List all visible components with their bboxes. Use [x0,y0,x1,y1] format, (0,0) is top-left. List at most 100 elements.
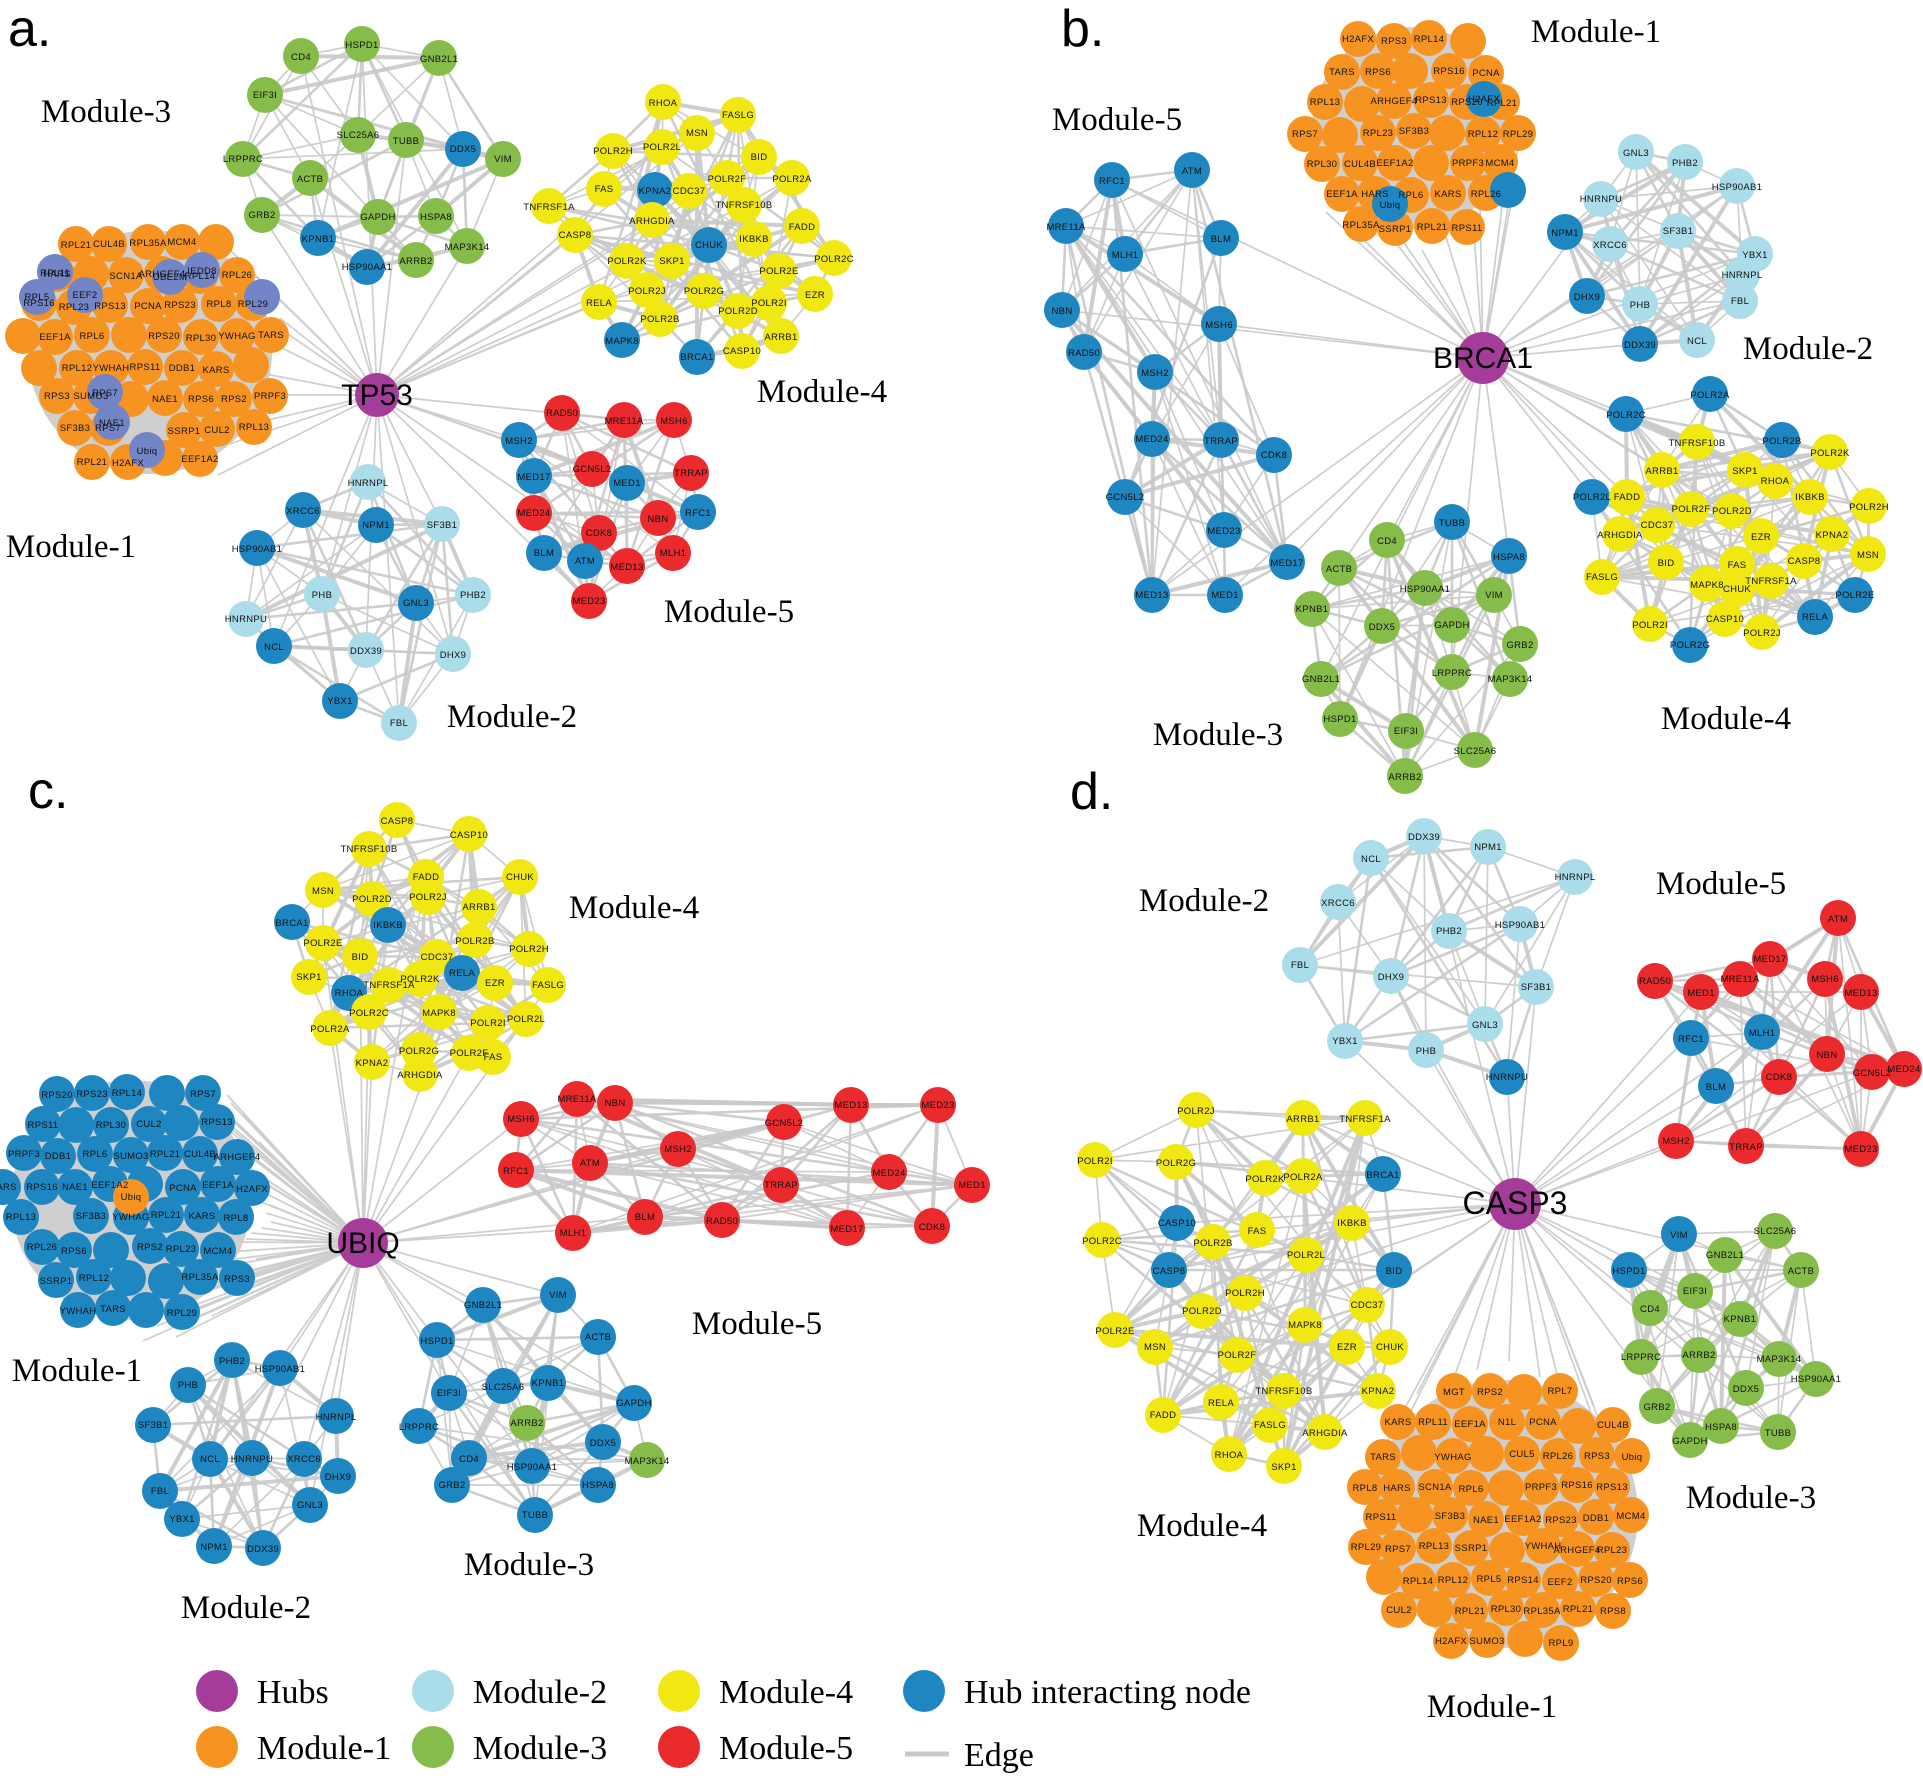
svg-text:FAS: FAS [595,184,614,195]
svg-text:RPL21: RPL21 [151,1210,182,1221]
svg-text:RPL14: RPL14 [1403,1576,1434,1587]
svg-text:POLR2C: POLR2C [1606,410,1646,421]
svg-text:GNB2L1: GNB2L1 [1302,674,1340,685]
svg-text:Module-1: Module-1 [1531,14,1661,50]
svg-text:KARS: KARS [1384,1417,1411,1428]
svg-text:SF3B1: SF3B1 [1521,982,1552,993]
svg-text:RPL35A: RPL35A [1342,220,1380,231]
svg-text:PHB: PHB [1630,300,1650,311]
svg-text:TARS: TARS [1370,1452,1396,1463]
svg-text:ARHGDIA: ARHGDIA [1302,1428,1348,1439]
svg-text:POLR2H: POLR2H [593,146,633,157]
svg-text:Module-4: Module-4 [719,1674,853,1711]
svg-text:FADD: FADD [1150,1410,1177,1421]
svg-text:PHB: PHB [1416,1046,1436,1057]
svg-text:RELA: RELA [586,298,612,309]
svg-text:RPL12: RPL12 [1438,1575,1469,1586]
svg-text:RPL8: RPL8 [224,1213,249,1224]
svg-text:TARS: TARS [258,330,284,341]
svg-text:RPS20: RPS20 [148,331,180,342]
svg-text:DHX9: DHX9 [1378,972,1405,983]
svg-text:RPL26: RPL26 [1471,189,1502,200]
svg-text:RFC1: RFC1 [1678,1034,1704,1045]
svg-text:YBX1: YBX1 [327,696,353,707]
svg-text:LRPPRC: LRPPRC [399,1422,439,1433]
svg-text:MSN: MSN [1857,550,1879,561]
svg-text:NCL: NCL [200,1454,220,1465]
svg-text:Module-5: Module-5 [719,1730,853,1767]
svg-text:TRRAP: TRRAP [674,468,708,479]
svg-text:CHUK: CHUK [1723,584,1751,595]
svg-text:EEF1A: EEF1A [39,332,71,343]
svg-text:CUL2: CUL2 [1386,1605,1412,1616]
svg-text:DDX39: DDX39 [1408,832,1440,843]
svg-text:MED23: MED23 [1844,1144,1877,1155]
svg-text:POLR2J: POLR2J [409,892,447,903]
svg-text:RPL12: RPL12 [79,1273,110,1284]
svg-text:HSPA8: HSPA8 [1493,552,1525,563]
svg-text:CDK8: CDK8 [1261,450,1288,461]
svg-text:RPL14: RPL14 [1414,34,1445,45]
svg-text:RPS6: RPS6 [1617,1576,1643,1587]
svg-text:GNB2L1: GNB2L1 [420,54,458,65]
svg-text:POLR2H: POLR2H [509,944,549,955]
svg-text:RPS3: RPS3 [1584,1451,1610,1462]
svg-text:YWHAG: YWHAG [1434,1452,1471,1463]
svg-text:HSP90AA1: HSP90AA1 [1400,584,1450,595]
svg-text:POLR2C: POLR2C [1082,1236,1122,1247]
svg-text:MED1: MED1 [1211,590,1239,601]
svg-text:a.: a. [8,0,51,58]
svg-text:POLR2L: POLR2L [1287,1250,1325,1261]
svg-text:ATM: ATM [575,556,595,567]
svg-text:POLR2C: POLR2C [814,254,854,265]
svg-text:TNFRSF10B: TNFRSF10B [340,844,397,855]
svg-text:SSRP1: SSRP1 [168,426,201,437]
svg-text:POLR2I: POLR2I [1077,1156,1113,1167]
svg-text:VIM: VIM [549,1290,567,1301]
svg-text:CUL4B: CUL4B [93,239,125,250]
svg-text:POLR2E: POLR2E [759,266,798,277]
svg-text:CUL5: CUL5 [1509,1449,1535,1460]
svg-text:CHUK: CHUK [695,240,723,251]
svg-text:CDC37: CDC37 [421,952,454,963]
svg-text:GAPDH: GAPDH [616,1398,651,1409]
svg-text:TNFRSF1A: TNFRSF1A [1339,1114,1391,1125]
svg-text:RHOA: RHOA [1215,1450,1244,1461]
svg-text:POLR2E: POLR2E [1095,1326,1134,1337]
svg-text:MED23: MED23 [1207,526,1240,537]
svg-text:YWHAG: YWHAG [112,1212,149,1223]
svg-text:Hub interacting node: Hub interacting node [964,1674,1251,1711]
svg-text:Ubiq: Ubiq [1622,1452,1643,1463]
svg-text:MAPK8: MAPK8 [1690,580,1724,591]
svg-text:BLM: BLM [1706,1082,1726,1093]
svg-text:MED24: MED24 [872,1168,905,1179]
svg-text:RPS11: RPS11 [1366,1512,1397,1523]
svg-text:HSPA8: HSPA8 [1705,1422,1737,1433]
svg-text:Module-3: Module-3 [1686,1480,1816,1516]
svg-text:KARS: KARS [202,365,229,376]
svg-text:GRB2: GRB2 [438,1480,465,1491]
svg-text:RPS23: RPS23 [1545,1515,1577,1526]
svg-text:CASP8: CASP8 [1153,1266,1186,1277]
svg-text:POLR2B: POLR2B [640,314,679,325]
svg-text:TNFRSF1A: TNFRSF1A [523,202,575,213]
svg-text:POLR2K: POLR2K [1810,448,1850,459]
svg-text:MSH6: MSH6 [660,416,688,427]
svg-text:RPL29: RPL29 [1351,1542,1382,1553]
svg-text:HSPA8: HSPA8 [420,212,452,223]
svg-text:H2AFX: H2AFX [1468,94,1500,105]
svg-text:XRCC6: XRCC6 [1593,240,1627,251]
svg-text:HNRNPL: HNRNPL [348,478,389,489]
svg-text:RPS16: RPS16 [23,298,55,309]
svg-text:RPL30: RPL30 [186,333,217,344]
svg-text:SSRP1: SSRP1 [40,1276,73,1287]
svg-text:POLR2L: POLR2L [643,142,681,153]
svg-text:RPL23: RPL23 [166,1244,197,1255]
svg-text:RAD50: RAD50 [706,1216,738,1227]
svg-text:EIF3I: EIF3I [437,1388,461,1399]
svg-text:HNRNPL: HNRNPL [1722,270,1763,281]
svg-text:MED23: MED23 [921,1100,954,1111]
svg-text:NBN: NBN [605,1098,626,1109]
svg-text:RHOA: RHOA [649,98,678,109]
svg-text:HSP90AA1: HSP90AA1 [507,1462,557,1473]
